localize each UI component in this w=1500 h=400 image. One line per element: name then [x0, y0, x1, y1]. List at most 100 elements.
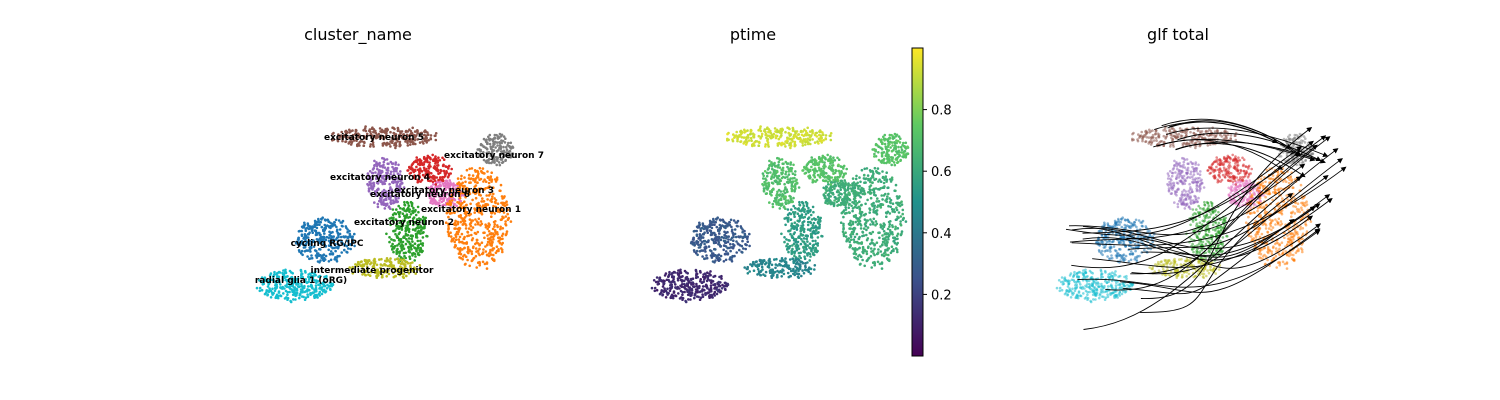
- cell-point: [868, 169, 872, 172]
- cell-point: [781, 169, 785, 172]
- cell-point: [493, 223, 497, 226]
- cell-point: [780, 203, 784, 206]
- cell-point: [385, 203, 389, 206]
- cell-point: [760, 265, 764, 269]
- cell-point: [886, 149, 890, 153]
- cell-point: [471, 174, 475, 177]
- cell-point: [318, 223, 321, 226]
- cell-point: [369, 132, 373, 136]
- cell-point: [324, 291, 327, 294]
- cell-point: [802, 207, 805, 211]
- cell-point: [752, 135, 756, 138]
- cell-point: [490, 152, 493, 155]
- cell-point: [837, 184, 841, 188]
- cell-point: [398, 130, 402, 133]
- cell-point: [425, 234, 428, 238]
- cell-point: [773, 199, 776, 203]
- cell-point: [865, 252, 869, 256]
- cell-point: [454, 238, 458, 241]
- cell-point: [389, 207, 392, 210]
- cell-point: [347, 142, 351, 145]
- cell-point: [470, 228, 473, 232]
- cell-point: [795, 248, 799, 252]
- cell-point: [797, 276, 800, 280]
- cell-point: [804, 262, 807, 265]
- cell-point: [787, 201, 790, 205]
- cell-point: [266, 293, 270, 296]
- cell-point: [882, 137, 886, 141]
- cell-point: [869, 184, 873, 187]
- cell-point: [426, 133, 430, 136]
- cell-point: [362, 144, 366, 147]
- cell-point: [714, 220, 717, 224]
- cell-point: [367, 190, 371, 193]
- cell-point: [311, 228, 314, 232]
- cell-point: [708, 223, 711, 227]
- cell-point: [854, 247, 857, 250]
- cell-point: [866, 258, 869, 262]
- cell-point: [437, 178, 440, 182]
- cell-point: [752, 269, 756, 273]
- cell-point: [871, 174, 875, 177]
- cell-point: [351, 235, 355, 238]
- cell-point: [724, 258, 728, 262]
- cell-point: [791, 140, 794, 143]
- cell-point: [873, 152, 876, 156]
- cell-point: [803, 257, 807, 261]
- cell-point: [488, 250, 492, 254]
- cell-point: [704, 250, 707, 253]
- cell-point: [845, 167, 848, 171]
- cell-point: [899, 159, 902, 162]
- cell-point: [790, 234, 794, 238]
- cell-point: [880, 194, 883, 197]
- cell-point: [853, 235, 857, 239]
- cell-point: [844, 235, 848, 238]
- cell-point: [416, 205, 420, 209]
- cell-point: [802, 249, 806, 252]
- cell-point: [394, 197, 398, 200]
- cell-point: [388, 176, 392, 179]
- cell-point: [828, 157, 832, 160]
- cell-point: [895, 206, 898, 209]
- cell-point: [887, 157, 891, 161]
- cell-point: [484, 146, 487, 149]
- cell-point: [796, 260, 799, 264]
- cell-point: [793, 215, 796, 218]
- cell-point: [694, 251, 698, 255]
- cell-point: [439, 168, 442, 172]
- cell-point: [417, 210, 420, 214]
- cell-point: [808, 130, 812, 133]
- cell-point: [864, 181, 867, 184]
- cell-point: [731, 228, 734, 232]
- cell-point: [463, 263, 467, 266]
- cell-point: [484, 225, 488, 229]
- cell-point: [895, 158, 899, 161]
- cell-point: [335, 256, 339, 259]
- cell-point: [396, 140, 400, 143]
- cell-point: [764, 177, 767, 180]
- cell-point: [891, 224, 894, 227]
- cell-point: [490, 200, 494, 203]
- cell-point: [801, 234, 804, 237]
- cell-point: [472, 177, 475, 181]
- cell-point: [404, 242, 408, 246]
- cell-point: [401, 240, 405, 244]
- cell-point: [483, 172, 486, 175]
- cell-point: [715, 236, 719, 239]
- cell-point: [464, 222, 467, 226]
- cell-point: [486, 234, 489, 237]
- cell-point: [868, 208, 872, 211]
- cell-point: [839, 221, 843, 224]
- cell-point: [764, 270, 768, 274]
- cell-point: [406, 261, 410, 265]
- cell-point: [386, 192, 389, 196]
- cell-point: [787, 245, 791, 249]
- cell-point: [844, 231, 847, 234]
- cell-point: [336, 139, 340, 143]
- cell-point: [794, 244, 797, 248]
- cell-point: [461, 181, 465, 185]
- cell-point: [787, 250, 790, 254]
- cell-point: [880, 267, 884, 270]
- cell-point: [479, 224, 482, 227]
- cell-point: [903, 145, 907, 149]
